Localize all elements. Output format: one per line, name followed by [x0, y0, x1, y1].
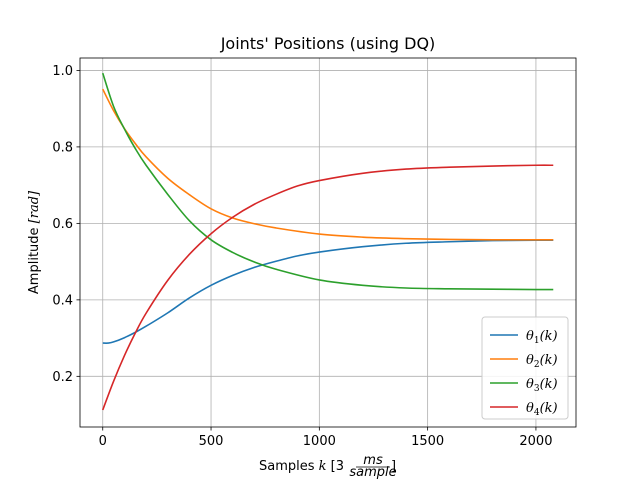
y-axis-label: Amplitude [rad]	[27, 190, 42, 294]
plot-frame	[79, 57, 577, 428]
legend-label-theta2: θ2(k)	[526, 353, 558, 370]
x-tick-label: 2000	[519, 434, 552, 449]
x-axis-label-frac-num: ms	[363, 453, 383, 468]
x-axis-label-frac-den: sample	[349, 465, 396, 480]
y-axis-label-unit: [rad]	[27, 190, 42, 223]
x-tick-label: 500	[199, 434, 224, 449]
x-axis-label-prefix: Samples	[259, 459, 319, 474]
legend-box	[481, 316, 569, 420]
x-tick-label: 1500	[411, 434, 444, 449]
series-line-theta4	[101, 164, 554, 411]
y-tick-label: 0.8	[52, 140, 73, 155]
tick-layer: 0 500 1000 1500 2000 0.2 0.4 0.6 0.8 1.0	[52, 64, 552, 449]
legend: θ1(k) θ2(k) θ3(k) θ4(k)	[481, 316, 569, 420]
legend-label-theta3: θ3(k)	[526, 377, 558, 394]
y-tick-label: 0.6	[52, 217, 73, 232]
grid-layer	[80, 58, 576, 427]
x-axis-label-var: k	[319, 459, 327, 474]
x-tick-label: 1000	[303, 434, 336, 449]
y-tick-label: 1.0	[52, 64, 73, 79]
series-line-theta3	[101, 72, 554, 291]
series-line-theta1	[102, 239, 554, 344]
y-tick-label: 0.2	[52, 370, 73, 385]
x-axis-label-bracket-open: [3	[327, 459, 349, 474]
x-axis-label: Samples k [3	[259, 459, 348, 474]
legend-label-theta4: θ4(k)	[526, 401, 558, 418]
y-axis-label-prefix: Amplitude	[27, 223, 42, 294]
x-tick-label: 0	[99, 434, 107, 449]
series-layer	[101, 72, 554, 411]
y-tick-label: 0.4	[52, 293, 73, 308]
legend-label-theta1: θ1(k)	[526, 329, 558, 346]
x-axis-label-bracket-close: ]	[391, 459, 396, 474]
chart-title: Joints' Positions (using DQ)	[220, 34, 436, 53]
series-line-theta2	[102, 88, 554, 241]
